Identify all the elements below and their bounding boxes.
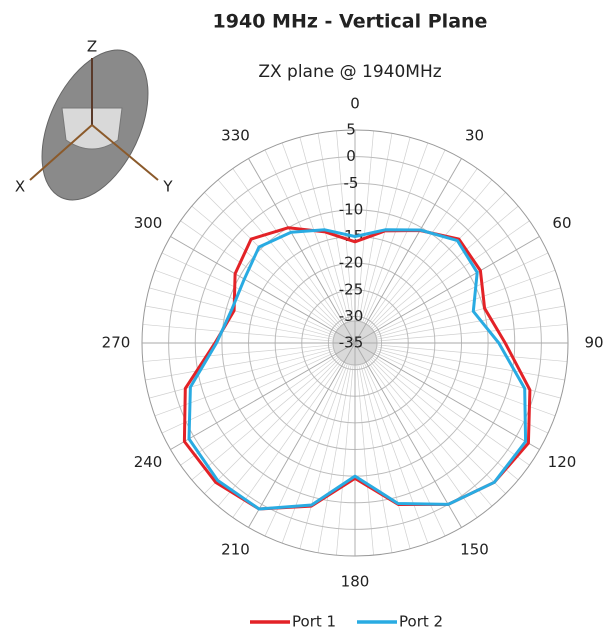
theta-tick-label: 90 <box>584 334 603 352</box>
minor-spoke <box>364 150 445 323</box>
r-tick-label: 0 <box>346 147 356 165</box>
theta-tick-label: 300 <box>134 214 163 232</box>
r-tick-label: -5 <box>344 174 359 192</box>
minor-spoke <box>376 288 560 337</box>
minor-spoke <box>371 359 506 494</box>
inset-illustration: Z X Y <box>15 33 174 216</box>
chart: 1940 MHz - Vertical Plane ZX plane @ 194… <box>0 0 603 633</box>
minor-spoke <box>375 352 548 433</box>
r-tick-label: 5 <box>346 121 356 139</box>
r-tick-label: -20 <box>339 254 364 272</box>
r-tick-label: -25 <box>339 280 364 298</box>
theta-tick-label: 330 <box>221 127 250 145</box>
theta-tick-label: 210 <box>221 540 250 558</box>
minor-spoke <box>162 352 335 433</box>
minor-spoke <box>233 169 343 325</box>
minor-spoke <box>145 347 333 380</box>
minor-spoke <box>149 288 333 337</box>
theta-tick-label: 240 <box>134 453 163 471</box>
theta-tick-label: 60 <box>552 214 571 232</box>
minor-spoke <box>204 192 339 327</box>
theta-tick-label: 150 <box>460 540 489 558</box>
minor-spoke <box>359 133 392 321</box>
minor-spoke <box>359 365 392 553</box>
minor-spoke <box>375 253 548 334</box>
minor-spoke <box>318 365 351 553</box>
minor-spoke <box>377 347 565 380</box>
theta-tick-label: 180 <box>341 573 370 591</box>
minor-spoke <box>149 349 333 398</box>
theta-tick-label: 120 <box>548 453 577 471</box>
minor-spoke <box>265 363 346 536</box>
minor-spoke <box>265 150 346 323</box>
minor-spoke <box>373 356 529 466</box>
axis-label: Y <box>162 178 173 196</box>
minor-spoke <box>204 359 339 494</box>
axis-label: Z <box>87 38 97 56</box>
minor-spoke <box>181 356 337 466</box>
r-tick-label: -35 <box>339 334 364 352</box>
minor-spoke <box>361 364 410 548</box>
theta-tick-label: 0 <box>350 95 360 113</box>
legend-label: Port 1 <box>292 613 336 631</box>
chart-subtitle: ZX plane @ 1940MHz <box>258 62 441 82</box>
minor-spoke <box>162 253 335 334</box>
r-tick-label: -30 <box>339 307 364 325</box>
minor-spoke <box>377 306 565 339</box>
legend-label: Port 2 <box>399 613 443 631</box>
minor-spoke <box>145 306 333 339</box>
theta-tick-label: 30 <box>465 127 484 145</box>
theta-tick-label: 270 <box>102 334 131 352</box>
minor-spoke <box>300 364 349 548</box>
minor-spoke <box>376 349 560 398</box>
r-tick-label: -10 <box>339 200 364 218</box>
minor-spoke <box>364 363 445 536</box>
chart-title: 1940 MHz - Vertical Plane <box>213 11 488 33</box>
axis-label: X <box>15 178 25 196</box>
